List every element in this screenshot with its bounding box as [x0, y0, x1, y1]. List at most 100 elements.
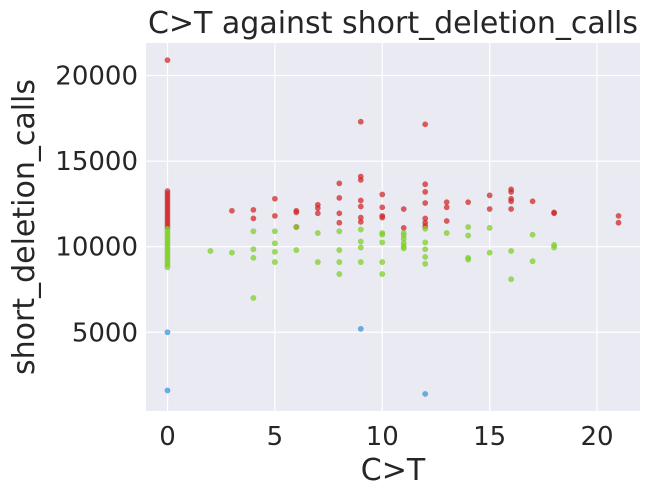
data-point	[357, 244, 364, 251]
x-tick-label: 15	[473, 422, 506, 452]
data-point	[379, 231, 386, 238]
data-point	[357, 259, 364, 266]
data-point	[443, 229, 450, 237]
data-point	[379, 259, 386, 266]
data-point	[336, 271, 343, 278]
x-axis-label: C>T	[361, 453, 426, 488]
data-point	[357, 325, 364, 332]
data-point	[486, 249, 493, 256]
data-point	[379, 271, 386, 278]
x-gridlines	[166, 43, 598, 411]
data-point	[293, 247, 300, 254]
data-point	[422, 260, 429, 267]
data-point	[379, 204, 386, 211]
data-point	[271, 195, 278, 202]
data-point	[293, 223, 300, 231]
data-point	[164, 387, 171, 394]
data-point	[164, 329, 171, 336]
data-point	[357, 118, 364, 125]
data-point	[207, 247, 214, 255]
data-point	[465, 232, 472, 239]
data-point	[357, 197, 364, 204]
data-point	[271, 212, 278, 219]
data-point	[465, 223, 472, 231]
data-point	[314, 210, 321, 217]
data-point	[336, 194, 343, 201]
data-point	[508, 198, 515, 205]
data-point	[250, 215, 257, 222]
data-point	[250, 294, 257, 302]
data-point	[508, 247, 515, 255]
data-point	[422, 246, 429, 253]
data-point	[443, 199, 450, 206]
data-point	[422, 199, 429, 207]
data-point	[336, 247, 343, 254]
data-point	[314, 229, 321, 237]
data-point	[250, 246, 257, 253]
data-point	[357, 226, 364, 233]
data-point	[529, 258, 536, 265]
y-axis-label: short_deletion_calls	[7, 79, 42, 375]
data-point	[250, 206, 257, 213]
data-point	[615, 219, 622, 226]
data-point	[422, 188, 429, 195]
data-point	[250, 228, 257, 235]
y-tick-label: 5000	[72, 318, 138, 348]
data-point	[250, 254, 257, 261]
data-point	[357, 176, 364, 183]
data-point	[443, 217, 450, 225]
data-point	[336, 228, 343, 235]
data-point	[336, 180, 343, 187]
x-tick-label: 0	[159, 422, 176, 452]
data-point	[529, 198, 536, 205]
data-point	[336, 210, 343, 217]
data-point	[400, 245, 407, 252]
data-point	[422, 121, 429, 128]
data-point	[508, 205, 515, 213]
data-point	[422, 239, 429, 246]
data-point	[379, 214, 386, 221]
data-point	[357, 218, 364, 225]
data-point	[615, 212, 622, 219]
y-tick-label: 15000	[55, 147, 138, 177]
data-point	[551, 210, 558, 217]
data-point	[551, 244, 558, 251]
data-point	[486, 205, 493, 213]
data-point	[164, 264, 171, 271]
x-tick-label: 10	[366, 422, 399, 452]
data-point	[379, 239, 386, 246]
x-tick-label: 5	[267, 422, 284, 452]
data-point	[271, 259, 278, 266]
data-point	[271, 248, 278, 255]
data-point	[314, 259, 321, 266]
data-point	[508, 276, 515, 283]
data-point	[336, 259, 343, 266]
y-tick-label: 20000	[55, 62, 138, 92]
data-point	[529, 231, 536, 238]
data-point	[508, 188, 515, 195]
data-point	[400, 205, 407, 213]
data-point	[486, 224, 493, 231]
data-point	[271, 228, 278, 235]
data-point	[422, 253, 429, 261]
data-point	[314, 205, 321, 212]
data-point	[336, 219, 343, 226]
data-points	[164, 57, 622, 397]
y-tick-labels: 5000 10000 15000 20000	[55, 62, 138, 349]
data-point	[422, 181, 429, 188]
data-point	[400, 224, 407, 231]
y-gridlines	[146, 74, 640, 333]
data-point	[379, 191, 386, 198]
data-point	[486, 192, 493, 199]
data-point	[443, 204, 450, 211]
data-point	[293, 209, 300, 216]
plot-area	[146, 43, 640, 411]
data-point	[357, 203, 364, 210]
data-point	[164, 57, 171, 64]
data-point	[465, 256, 472, 263]
data-point	[465, 199, 472, 206]
data-point	[357, 238, 364, 245]
data-point	[422, 225, 429, 232]
data-point	[228, 249, 235, 256]
